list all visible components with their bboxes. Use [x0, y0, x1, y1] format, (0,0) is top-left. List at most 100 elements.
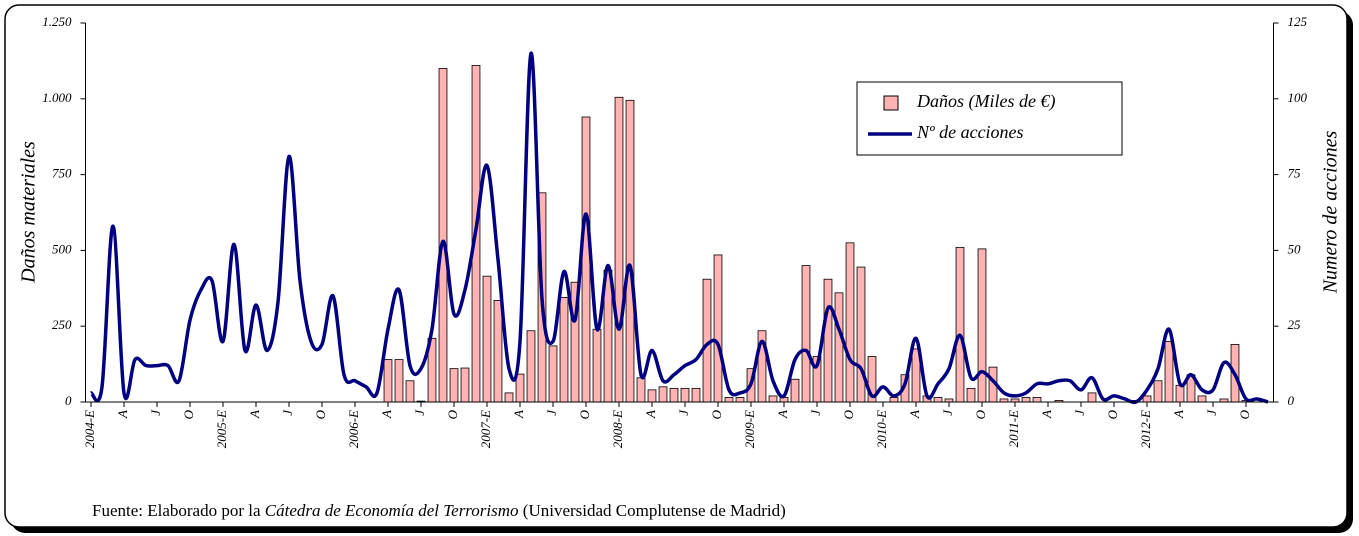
x-tick-label: A [775, 410, 790, 419]
x-tick-label: A [115, 410, 130, 419]
bar [1021, 397, 1031, 403]
source-note: Fuente: Elaborado por la Cátedra de Econ… [92, 501, 786, 520]
y-axis-title: Daños materiales [18, 141, 40, 284]
y-tick-label: 500 [52, 241, 72, 256]
bar [955, 246, 965, 403]
x-tick-label: J [544, 409, 559, 416]
x-tick-label: 2009-E [742, 410, 757, 448]
x-tick-label: J [1072, 409, 1087, 416]
bar [515, 373, 525, 403]
bar [504, 392, 514, 403]
bar [647, 389, 657, 403]
x-tick-label: O [181, 409, 196, 419]
x-tick-label: J [940, 409, 955, 416]
x-tick-label: 2012-E [1138, 410, 1153, 448]
bar [394, 359, 404, 403]
x-tick-label: J [412, 409, 427, 416]
x-tick-label: A [1039, 410, 1054, 419]
bar [856, 266, 866, 403]
x-tick-label: A [379, 410, 394, 419]
y2-tick-label: 50 [1288, 241, 1302, 256]
legend-label: Nº de acciones [916, 122, 1024, 142]
y2-tick-label: 100 [1288, 90, 1308, 105]
bar [713, 254, 723, 403]
x-tick-label: A [907, 410, 922, 419]
bar [977, 248, 987, 403]
y2-axis-title: Numero de acciones [1320, 131, 1342, 295]
x-tick-label: O [445, 409, 460, 419]
bar [790, 378, 800, 403]
bar [1197, 395, 1207, 403]
x-tick-label: A [247, 410, 262, 419]
x-tick-label: J [1204, 409, 1219, 416]
x-tick-label: O [1105, 409, 1120, 419]
source-emphasis: Cátedra de Economía del Terrorismo [265, 501, 519, 520]
bar [1087, 392, 1097, 403]
legend-label: Daños (Miles de €) [916, 91, 1055, 112]
bar [493, 300, 503, 403]
bar [933, 397, 943, 403]
x-tick-label: A [511, 410, 526, 419]
bar [823, 278, 833, 403]
bar [460, 367, 470, 403]
bar [581, 116, 591, 403]
bar [625, 99, 635, 403]
x-tick-label: J [148, 409, 163, 416]
y-tick-label: 1.000 [42, 90, 72, 105]
plot: 0 250 500 750 1.000 1.250 0 25 50 75 100 125 2004-E A… [42, 14, 1307, 448]
bar [438, 68, 448, 403]
bar [449, 368, 459, 403]
bar [801, 265, 811, 403]
bar [845, 242, 855, 403]
bar [405, 380, 415, 403]
x-tick-label: A [643, 410, 658, 419]
bar [383, 359, 393, 403]
bar [526, 330, 536, 403]
y2-tick-label: 25 [1288, 317, 1302, 332]
bar [889, 397, 899, 403]
x-tick-label: 2005-E [214, 410, 229, 448]
x-tick-label: 2008-E [610, 410, 625, 448]
bar [735, 397, 745, 403]
legend-swatch [883, 95, 899, 111]
x-tick-label: 2007-E [478, 410, 493, 448]
x-tick-label: O [313, 409, 328, 419]
bar [834, 292, 844, 403]
y2-tick-label: 75 [1288, 166, 1302, 181]
x-tick-label: 2011-E [1006, 410, 1021, 447]
y2-tick-label: 125 [1288, 14, 1308, 29]
x-tick-label: 2004-E [82, 410, 97, 448]
bar [592, 328, 602, 403]
x-tick-label: J [280, 409, 295, 416]
bar [548, 345, 558, 403]
y-tick-label: 1.250 [42, 14, 72, 29]
y-tick-label: 250 [52, 317, 72, 332]
y-tick-label: 750 [52, 166, 72, 181]
bar [768, 395, 778, 403]
x-tick-label: O [709, 409, 724, 419]
legend-box [856, 81, 1123, 156]
y2-tick-label: 0 [1288, 393, 1295, 408]
bar [966, 387, 976, 403]
bar [1142, 395, 1152, 403]
bar [1164, 340, 1174, 403]
source-suffix: (Universidad Complutense de Madrid) [519, 501, 786, 520]
source-prefix: Fuente: Elaborado por la [92, 501, 265, 520]
x-tick-label: A [1171, 410, 1186, 419]
x-tick-label: 2010-E [874, 410, 889, 448]
x-tick-label: O [1237, 409, 1252, 419]
bar [680, 387, 690, 403]
x-tick-label: O [973, 409, 988, 419]
bar [614, 96, 624, 403]
x-tick-label: O [841, 409, 856, 419]
bar [669, 387, 679, 403]
x-tick-label: 2006-E [346, 410, 361, 448]
line [89, 51, 1269, 405]
bar [559, 296, 569, 403]
x-tick-label: O [577, 409, 592, 419]
x-tick-label: J [676, 409, 691, 416]
bar [482, 275, 492, 403]
bar [636, 377, 646, 403]
bar [658, 386, 668, 403]
bar [691, 387, 701, 403]
